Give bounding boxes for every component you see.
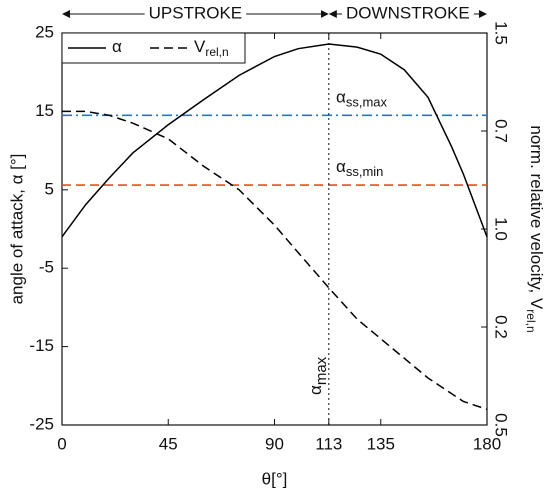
series-line bbox=[61, 43, 488, 238]
series-line bbox=[62, 110, 488, 411]
x-tick-label: 113 bbox=[315, 434, 342, 453]
subscript: max bbox=[313, 356, 330, 385]
y2-tick-label: 0.2 bbox=[492, 315, 511, 339]
reference-label: αss,max bbox=[336, 88, 387, 110]
x-tick-label: 45 bbox=[159, 434, 178, 453]
subscript: ss,max bbox=[346, 95, 388, 110]
vertical-label: αmax bbox=[306, 356, 329, 395]
y-tick-label: 25 bbox=[35, 22, 54, 41]
subscript: rel,n bbox=[524, 309, 538, 332]
legend-label-main: α bbox=[112, 37, 122, 56]
legend-label: α bbox=[112, 37, 122, 56]
x-tick-label: 0 bbox=[57, 434, 66, 453]
x-axis-title: θ[°] bbox=[262, 469, 288, 488]
y-tick-label: -5 bbox=[39, 258, 54, 277]
y-tick-label: 15 bbox=[35, 101, 54, 120]
y2-tick-label: 0.7 bbox=[492, 119, 511, 143]
y-axis-title: angle of attack, α [°] bbox=[7, 154, 26, 305]
subscript: ss,min bbox=[346, 165, 384, 180]
y2-tick-label: 1.0 bbox=[492, 217, 511, 241]
legend-label: Vrel,n bbox=[194, 37, 229, 59]
vertical-label-main: α bbox=[306, 385, 325, 395]
y2-tick-label: 1.5 bbox=[492, 21, 511, 45]
y-tick-label: -15 bbox=[29, 336, 54, 355]
subscript: rel,n bbox=[205, 45, 228, 59]
y2-axis-title: norm. relative velocity, Vrel,n bbox=[524, 125, 546, 332]
y2-tick-label: 0.5 bbox=[492, 413, 511, 437]
x-tick-label: 90 bbox=[265, 434, 284, 453]
phase-label: DOWNSTROKE bbox=[346, 3, 470, 22]
x-tick-label: 180 bbox=[473, 434, 501, 453]
phase-label: UPSTROKE bbox=[149, 3, 243, 22]
x-tick-label: 135 bbox=[367, 434, 395, 453]
y-tick-label: -25 bbox=[29, 414, 54, 433]
y2-axis-title-main: norm. relative velocity, V bbox=[527, 125, 546, 310]
reference-label-main: α bbox=[336, 158, 346, 177]
reference-label: αss,min bbox=[336, 158, 383, 180]
y-tick-label: 5 bbox=[45, 179, 54, 198]
legend-label-main: V bbox=[194, 37, 206, 56]
reference-label-main: α bbox=[336, 88, 346, 107]
